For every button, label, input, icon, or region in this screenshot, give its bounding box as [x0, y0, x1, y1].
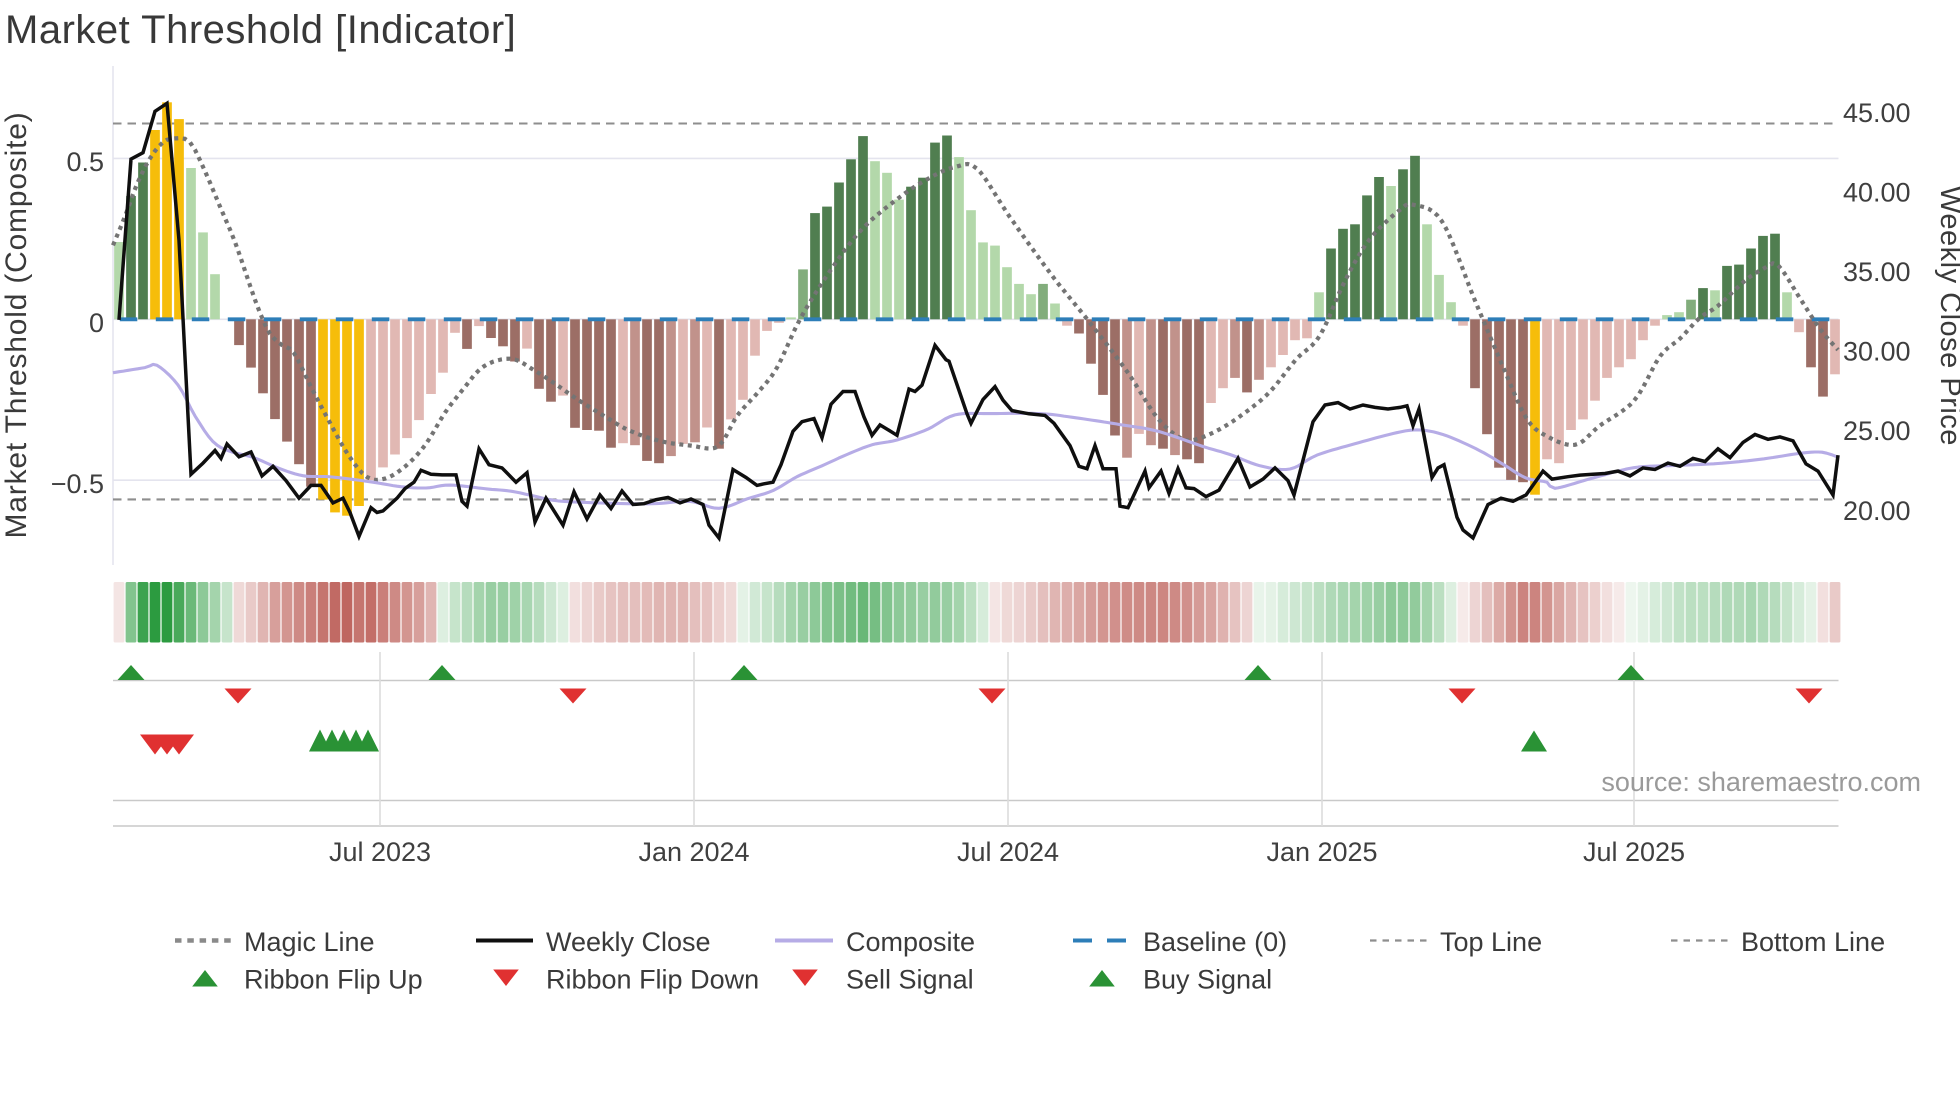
svg-text:Top Line: Top Line	[1440, 927, 1542, 957]
svg-text:Market Threshold (Composite): Market Threshold (Composite)	[0, 112, 33, 539]
svg-text:Ribbon Flip Down: Ribbon Flip Down	[546, 965, 759, 995]
svg-text:30.00: 30.00	[1843, 337, 1911, 367]
svg-text:Jul 2023: Jul 2023	[329, 837, 431, 867]
svg-text:20.00: 20.00	[1843, 496, 1911, 526]
svg-text:35.00: 35.00	[1843, 257, 1911, 287]
svg-text:Market Threshold [Indicator]: Market Threshold [Indicator]	[5, 8, 516, 52]
svg-text:0.5: 0.5	[66, 147, 104, 177]
svg-text:Jul 2025: Jul 2025	[1583, 837, 1685, 867]
svg-text:Jan 2025: Jan 2025	[1266, 837, 1377, 867]
svg-text:40.00: 40.00	[1843, 177, 1911, 207]
svg-text:Buy Signal: Buy Signal	[1143, 965, 1272, 995]
svg-text:Magic Line: Magic Line	[244, 927, 375, 957]
svg-text:0: 0	[89, 308, 104, 338]
svg-text:−0.5: −0.5	[51, 469, 104, 499]
svg-text:25.00: 25.00	[1843, 416, 1911, 446]
svg-text:source: sharemaestro.com: source: sharemaestro.com	[1601, 767, 1921, 797]
svg-text:Ribbon Flip Up: Ribbon Flip Up	[244, 965, 423, 995]
svg-text:Baseline (0): Baseline (0)	[1143, 927, 1287, 957]
svg-text:Composite: Composite	[846, 927, 975, 957]
svg-text:Weekly Close: Weekly Close	[546, 927, 711, 957]
svg-text:Jul 2024: Jul 2024	[957, 837, 1059, 867]
svg-text:Weekly Close Price: Weekly Close Price	[1934, 186, 1960, 446]
svg-text:Sell Signal: Sell Signal	[846, 965, 974, 995]
svg-text:45.00: 45.00	[1843, 98, 1911, 128]
svg-text:Bottom Line: Bottom Line	[1741, 927, 1885, 957]
svg-text:Jan 2024: Jan 2024	[638, 837, 749, 867]
